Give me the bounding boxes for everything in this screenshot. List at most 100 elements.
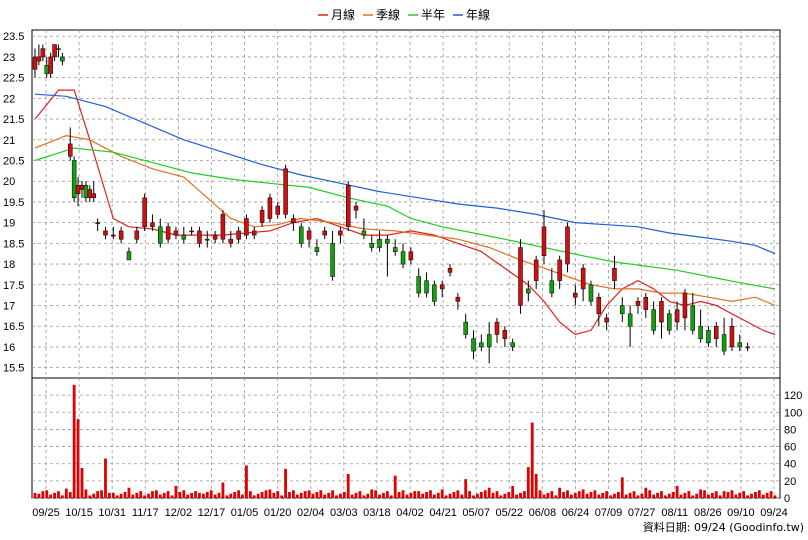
date-label-12: 04/21: [429, 507, 457, 519]
volume-bar-149: [616, 492, 620, 498]
volume-bar-69: [303, 491, 307, 498]
volume-bar-184: [754, 492, 757, 498]
volume-bar-32: [158, 494, 162, 498]
volume-bar-52: [237, 490, 240, 498]
date-label-16: 06/24: [562, 507, 590, 519]
candle-38: [275, 201, 281, 219]
candle-0: [32, 48, 38, 78]
vol-tick-1: 100: [784, 407, 802, 419]
volume-bar-56: [252, 495, 256, 498]
ma-line-year: [34, 93, 776, 255]
candle-58: [432, 280, 437, 306]
candle-9: [71, 156, 77, 202]
volume-bar-37: [178, 492, 182, 498]
candle-54: [400, 243, 406, 269]
price-tick-4: 21.5: [3, 114, 24, 126]
price-tick-6: 20.5: [3, 156, 24, 168]
volume-bar-67: [295, 494, 299, 498]
candle-90: [682, 288, 688, 331]
volume-bar-100: [425, 492, 428, 498]
date-label-10: 03/18: [363, 507, 391, 519]
volume-bar-138: [573, 492, 577, 498]
price-tick-13: 17: [3, 301, 15, 313]
candle-73: [549, 268, 555, 298]
date-label-15: 06/08: [529, 507, 557, 519]
volume-bar-29: [147, 493, 150, 498]
volume-bar-6: [57, 491, 60, 498]
volume-bar-178: [730, 490, 734, 498]
volume-bar-122: [511, 486, 515, 498]
volume-bar-57: [256, 493, 260, 498]
vol-tick-6: 0: [784, 493, 790, 505]
volume-bar-10: [72, 384, 76, 498]
date-label-19: 08/11: [661, 507, 688, 519]
volume-bar-46: [213, 494, 217, 498]
volume-bar-186: [761, 494, 765, 498]
price-tick-3: 22: [3, 93, 15, 105]
candle-35: [252, 226, 257, 240]
volume-bar-99: [421, 493, 425, 498]
volume-bar-143: [593, 490, 597, 498]
candle-43: [314, 239, 320, 256]
volume-bar-146: [605, 491, 609, 498]
volume-bar-78: [338, 493, 342, 498]
volume-bar-89: [382, 492, 385, 498]
date-label-0: 09/25: [32, 507, 60, 519]
candle-81: [612, 255, 617, 289]
candle-42: [306, 226, 312, 248]
volume-bar-87: [374, 490, 378, 498]
date-label-20: 08/26: [694, 507, 722, 519]
date-label-22: 09/24: [760, 507, 788, 519]
volume-bar-127: [530, 422, 534, 498]
volume-bar-105: [444, 495, 448, 498]
volume-bar-119: [499, 495, 503, 498]
date-label-8: 02/04: [297, 507, 325, 519]
candle-83: [627, 305, 633, 347]
volume-bar-155: [640, 493, 644, 498]
candle-51: [377, 230, 382, 252]
volume-bar-25: [131, 494, 135, 498]
candle-29: [205, 230, 210, 248]
candle-65: [486, 322, 492, 364]
volume-bar-113: [476, 493, 479, 498]
volume-bar-77: [335, 495, 338, 498]
candle-94: [714, 322, 719, 347]
volume-bar-165: [679, 494, 683, 498]
volume-bar-154: [636, 495, 640, 498]
candle-45: [330, 230, 335, 281]
volume-bar-31: [154, 490, 158, 498]
candle-17: [111, 226, 116, 240]
legend-label-3: 年線: [466, 7, 490, 22]
volume-bar-92: [393, 475, 397, 498]
candle-55: [408, 247, 414, 265]
volume-bar-131: [546, 492, 550, 498]
candle-33: [236, 226, 241, 244]
volume-bar-181: [742, 491, 746, 498]
volume-bar-141: [585, 493, 589, 498]
volume-bar-60: [268, 489, 272, 498]
candle-20: [134, 226, 140, 244]
volume-bar-118: [495, 491, 499, 498]
volume-bar-17: [100, 490, 103, 498]
price-axis-ticks: 23.5 23 22.5 22 21.5 21 20.5 20 19.5 19 18.5 18 17.5…: [3, 31, 24, 374]
volume-bar-145: [601, 492, 605, 498]
candle-84: [635, 297, 641, 314]
volume-bar-153: [632, 491, 636, 498]
volume-bar-20: [111, 492, 115, 498]
candle-93: [706, 326, 711, 347]
volume-bar-160: [660, 491, 663, 498]
volume-bar-72: [315, 492, 319, 498]
volume-bar-66: [292, 490, 295, 498]
price-tick-8: 19.5: [3, 197, 24, 209]
date-label-13: 05/07: [462, 507, 490, 519]
volume-bar-61: [272, 492, 276, 498]
volume-bar-11: [76, 419, 80, 498]
price-tick-2: 22.5: [3, 73, 24, 85]
volume-bar-164: [675, 486, 679, 498]
volume-bar-38: [182, 490, 186, 498]
candle-77: [580, 264, 586, 302]
volume-bar-188: [769, 491, 773, 498]
candle-86: [651, 301, 656, 335]
candle-61: [455, 293, 461, 310]
